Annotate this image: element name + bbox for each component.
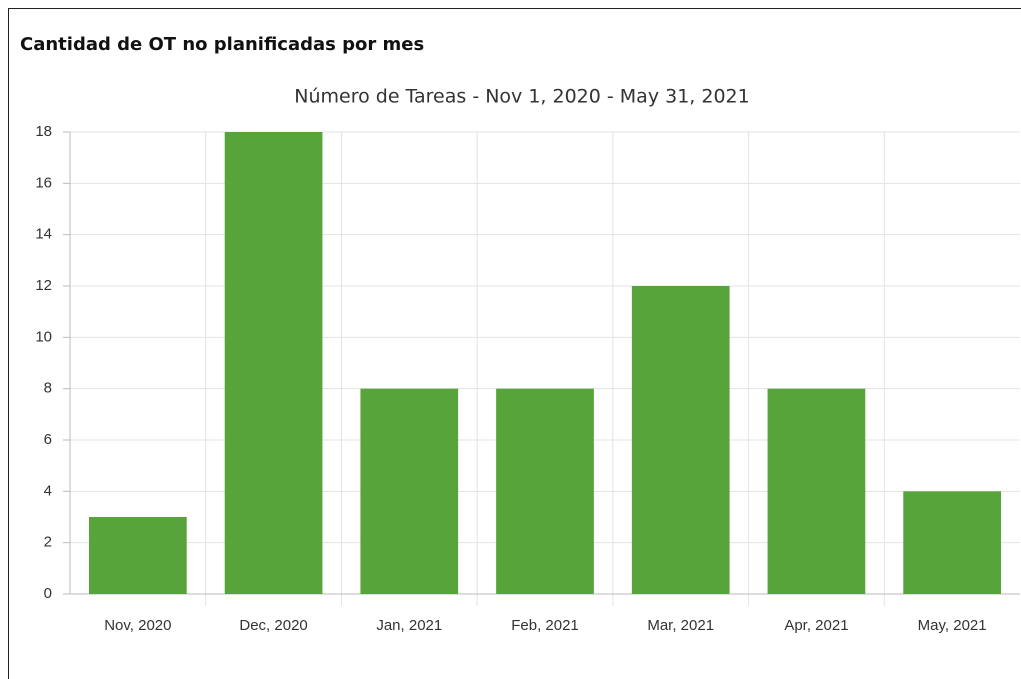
- chart-title: Número de Tareas - Nov 1, 2020 - May 31,…: [294, 86, 749, 108]
- bar: [360, 388, 459, 594]
- y-tick-label: 14: [35, 226, 52, 243]
- x-tick-label: Nov, 2020: [104, 617, 171, 634]
- bar: [631, 286, 730, 594]
- x-tick-label: Dec, 2020: [239, 617, 307, 634]
- y-tick-label: 0: [44, 585, 52, 602]
- x-tick-label: May, 2021: [918, 617, 987, 634]
- y-tick-label: 6: [44, 431, 52, 448]
- x-tick-label: Apr, 2021: [784, 617, 848, 634]
- y-tick-label: 12: [35, 277, 52, 294]
- y-tick-label: 10: [35, 328, 52, 345]
- bar: [496, 388, 594, 594]
- bar: [903, 491, 1001, 594]
- panel-title: Cantidad de OT no planificadas por mes: [20, 34, 424, 55]
- y-tick-label: 8: [44, 380, 52, 397]
- bar: [224, 132, 323, 594]
- bar: [767, 388, 866, 594]
- x-tick-label: Mar, 2021: [647, 617, 714, 634]
- y-tick-label: 4: [44, 482, 52, 499]
- x-tick-label: Jan, 2021: [376, 617, 442, 634]
- x-tick-label: Feb, 2021: [511, 617, 579, 634]
- bar: [89, 517, 187, 594]
- y-tick-label: 16: [35, 174, 52, 191]
- y-tick-label: 2: [44, 534, 52, 551]
- y-tick-label: 18: [35, 123, 52, 140]
